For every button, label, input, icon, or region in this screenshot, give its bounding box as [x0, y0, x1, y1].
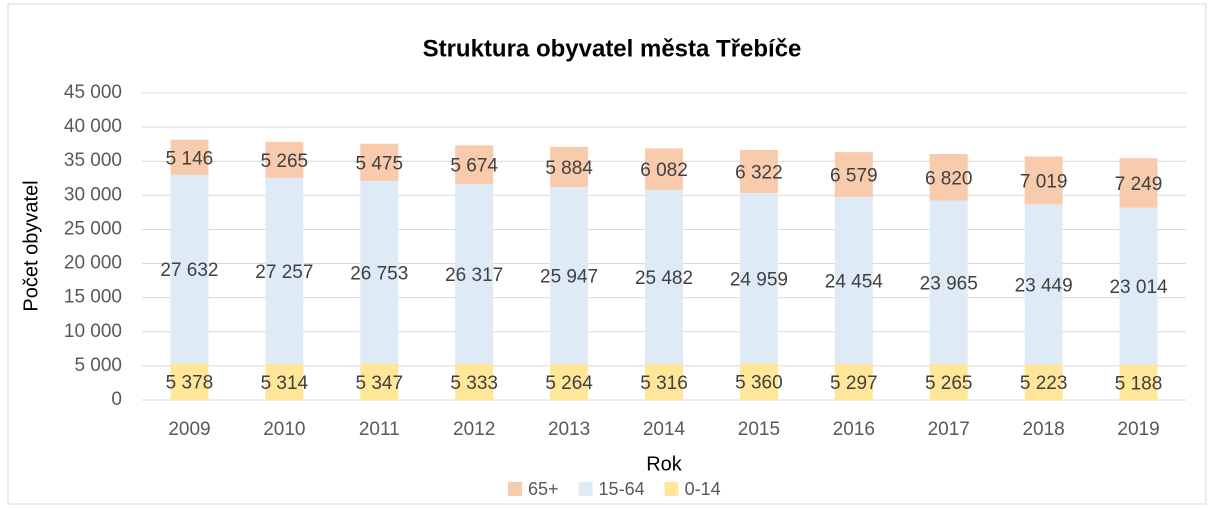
bar-segment [550, 187, 589, 365]
data-label: 5 333 [450, 373, 498, 394]
bar-segment [550, 364, 589, 400]
x-tick-label: 2019 [1117, 419, 1159, 440]
bar-segment [1024, 204, 1063, 365]
data-label: 6 082 [640, 160, 688, 181]
data-label: 24 959 [730, 269, 788, 290]
y-axis-label: Počet obyvatel [20, 180, 42, 311]
bar-segment [170, 174, 209, 364]
y-tick-label: 5 000 [74, 355, 122, 376]
bar-segment [170, 363, 209, 400]
y-tick-label: 0 [111, 389, 122, 410]
bar-segment [265, 363, 304, 400]
y-tick-label: 35 000 [64, 150, 122, 171]
bar-segment [834, 363, 873, 400]
data-label: 7 019 [1020, 171, 1068, 192]
bar-segment [929, 154, 968, 201]
bar-segment [929, 364, 968, 400]
x-tick-label: 2015 [738, 419, 780, 440]
bar-segment [645, 363, 683, 400]
data-label: 5 264 [545, 373, 593, 394]
bar-segment [739, 363, 778, 400]
data-label: 5 265 [925, 373, 973, 394]
bar-segment [929, 200, 968, 365]
y-tick-label: 10 000 [64, 321, 122, 342]
bar-segment [170, 139, 209, 175]
data-label: 6 579 [830, 166, 878, 187]
y-tick-label: 25 000 [64, 218, 122, 239]
legend-swatch [508, 482, 522, 496]
bar-segment [265, 141, 304, 178]
data-label: 25 947 [540, 267, 598, 288]
data-label: 27 632 [160, 260, 218, 281]
bar-segment [550, 146, 589, 188]
x-tick-label: 2018 [1022, 419, 1064, 440]
bar-segment [1024, 364, 1063, 400]
bar-segment [1119, 158, 1158, 208]
data-label: 6 820 [925, 168, 973, 189]
bar-segment [1119, 207, 1158, 365]
x-tick-label: 2011 [359, 419, 400, 440]
bar-segment [360, 363, 399, 400]
data-label: 26 753 [350, 263, 408, 284]
x-tick-label: 2013 [548, 419, 590, 440]
x-axis-label: Rok [646, 453, 683, 475]
legend-swatch [578, 482, 593, 496]
data-label: 24 454 [825, 271, 884, 292]
y-tick-label: 40 000 [64, 116, 122, 137]
data-label: 5 378 [166, 373, 214, 394]
data-label: 27 257 [255, 262, 313, 283]
data-label: 25 482 [635, 268, 693, 289]
data-label: 26 317 [445, 265, 503, 286]
bar-segment [360, 143, 399, 182]
data-label: 5 347 [355, 373, 403, 394]
y-tick-label: 30 000 [64, 184, 122, 205]
data-label: 5 146 [166, 148, 214, 169]
bar-segment [1119, 364, 1158, 400]
data-label: 23 965 [920, 273, 978, 294]
y-tick-label: 15 000 [64, 287, 122, 308]
legend-label: 0-14 [685, 479, 721, 499]
data-label: 5 223 [1020, 373, 1068, 394]
legend-swatch [664, 482, 679, 496]
data-label: 23 014 [1109, 277, 1168, 298]
data-label: 5 265 [261, 151, 309, 172]
data-label: 5 314 [261, 373, 309, 394]
x-tick-label: 2012 [453, 419, 495, 440]
data-label: 5 475 [355, 153, 403, 174]
bar-segment [455, 363, 494, 400]
data-label: 23 449 [1015, 275, 1073, 296]
data-label: 5 316 [640, 373, 688, 394]
bar-segment [455, 184, 494, 364]
x-tick-label: 2014 [643, 419, 686, 440]
data-label: 5 297 [830, 373, 878, 394]
y-tick-label: 20 000 [64, 253, 122, 274]
data-label: 7 249 [1115, 174, 1163, 195]
bar-segment [455, 145, 494, 185]
y-tick-label: 45 000 [64, 82, 122, 103]
x-tick-label: 2009 [168, 419, 210, 440]
bar-segment [739, 150, 778, 194]
bar-segment [1024, 156, 1063, 205]
data-label: 5 188 [1115, 373, 1163, 394]
data-label: 5 360 [735, 373, 783, 394]
data-label: 5 674 [450, 156, 498, 177]
data-label: 6 322 [735, 163, 783, 184]
bar-segment [645, 189, 683, 364]
legend-label: 15-64 [599, 479, 645, 499]
legend-label: 65+ [528, 479, 559, 499]
data-label: 5 884 [545, 158, 593, 179]
bar-segment [265, 177, 304, 364]
x-tick-label: 2017 [928, 419, 970, 440]
x-tick-label: 2016 [833, 419, 875, 440]
bar-segment [739, 193, 778, 364]
bar-segment [645, 148, 683, 190]
chart-title: Struktura obyvatel města Třebíče [423, 35, 802, 62]
x-tick-label: 2010 [263, 419, 305, 440]
bar-segment [834, 152, 873, 198]
bar-segment [360, 181, 399, 364]
bar-segment [834, 197, 873, 364]
